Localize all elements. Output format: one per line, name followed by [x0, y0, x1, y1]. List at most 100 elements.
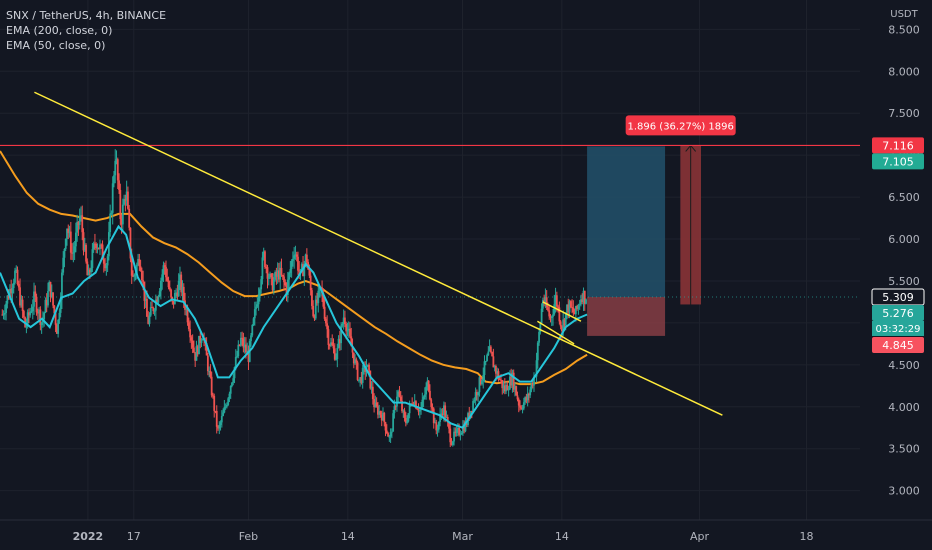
candle-up	[90, 267, 93, 273]
candle-down	[545, 297, 548, 308]
candle-up	[113, 175, 115, 184]
candle-up	[15, 269, 18, 271]
candle-up	[234, 357, 237, 368]
candle-up	[382, 412, 384, 421]
time-tick-label: Feb	[239, 530, 258, 543]
candle-down	[120, 219, 123, 225]
candle-down	[501, 380, 504, 389]
candle-up	[236, 356, 238, 358]
candle-up	[354, 359, 356, 364]
candle-down	[557, 306, 560, 308]
candle-up	[31, 306, 34, 312]
candle-down	[297, 256, 299, 271]
currency-label: USDT	[890, 9, 918, 20]
candle-up	[250, 335, 252, 342]
candle-down	[411, 403, 414, 405]
indicator-ema-200[interactable]: EMA (200, close, 0)	[6, 24, 113, 37]
candle-up	[111, 183, 114, 213]
chart-grid	[0, 0, 860, 520]
ema-50-path	[0, 224, 588, 429]
candle-up	[553, 304, 556, 315]
ema-200-path	[0, 150, 588, 386]
candle-down	[549, 316, 552, 318]
candle-down	[271, 277, 274, 291]
candle-down	[559, 321, 562, 327]
ema-200-line	[0, 150, 588, 386]
candle-up	[160, 280, 162, 292]
candle-up	[486, 355, 488, 362]
candle-down	[571, 307, 573, 309]
candle-down	[205, 343, 208, 356]
candle-up	[335, 359, 337, 361]
candle-up	[121, 204, 124, 225]
candle-down	[124, 199, 127, 201]
candle-up	[9, 288, 11, 299]
candle-up	[134, 273, 137, 275]
candle-up	[508, 376, 511, 390]
candle-down	[352, 352, 355, 364]
candle-up	[388, 436, 391, 438]
candle-up	[162, 265, 165, 275]
candle-up	[514, 386, 516, 390]
candle-up	[300, 264, 303, 270]
candle-up	[550, 316, 553, 318]
candle-up	[346, 330, 349, 332]
price-tick-label: 4.000	[888, 401, 920, 414]
candle-down	[298, 270, 301, 272]
indicator-ema-50[interactable]: EMA (50, close, 0)	[6, 39, 106, 52]
candle-up	[318, 287, 321, 291]
candle-up	[426, 380, 429, 387]
candle-up	[62, 257, 65, 273]
candle-up	[455, 429, 458, 433]
candle-down	[241, 337, 244, 339]
candle-down	[186, 308, 189, 323]
candle-down	[331, 342, 334, 346]
candle-up	[477, 392, 480, 396]
time-tick-label: Mar	[452, 530, 473, 543]
profit-zone	[587, 146, 666, 297]
candle-down	[39, 309, 42, 325]
candle-down	[119, 190, 122, 220]
candle-up	[536, 342, 539, 361]
candle-up	[177, 280, 180, 297]
candle-down	[101, 244, 104, 260]
candle-down	[449, 428, 452, 443]
symbol-title[interactable]: SNX / TetherUS, 4h, BINANCE	[6, 9, 167, 22]
candle-up	[392, 413, 395, 432]
candle-up	[482, 374, 485, 381]
candle-up	[422, 397, 425, 400]
candle-up	[38, 309, 40, 314]
candle-up	[393, 406, 396, 414]
candle-up	[253, 309, 256, 319]
candle-up	[456, 427, 459, 430]
candle-up	[484, 361, 487, 363]
price-tick-label: 6.500	[888, 191, 920, 204]
candle-down	[215, 410, 218, 427]
candle-down	[21, 299, 24, 312]
candle-up	[83, 244, 86, 251]
candle-down	[147, 316, 150, 324]
candle-down	[415, 401, 417, 409]
candle-down	[45, 299, 48, 306]
candle-up	[231, 382, 233, 387]
candle-down	[312, 305, 315, 317]
candle-up	[87, 269, 90, 276]
candle-up	[574, 306, 577, 315]
candle-down	[16, 269, 19, 285]
candle-up	[478, 377, 481, 393]
candle-up	[208, 371, 211, 373]
candle-up	[522, 402, 525, 409]
candle-up	[195, 346, 198, 361]
price-label-bg	[872, 336, 924, 353]
candle-up	[342, 317, 345, 325]
candle-down	[217, 426, 219, 429]
candle-down	[132, 275, 134, 277]
candle-down	[543, 300, 546, 304]
candle-down	[97, 247, 100, 250]
time-tick-label: 2022	[73, 530, 104, 543]
ema-50-line	[0, 224, 588, 429]
drawn-lines	[0, 91, 860, 416]
candle-up	[541, 300, 544, 309]
candle-down	[384, 422, 387, 431]
